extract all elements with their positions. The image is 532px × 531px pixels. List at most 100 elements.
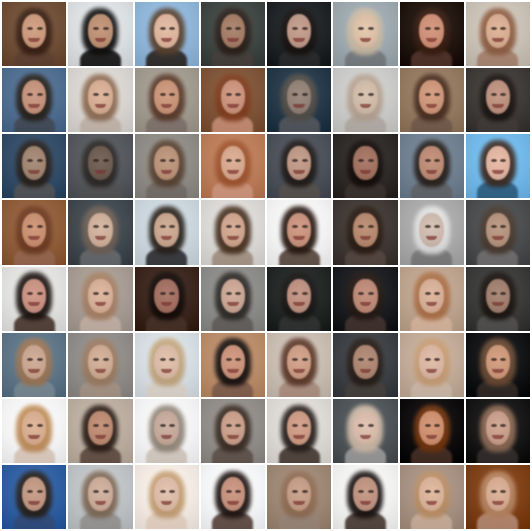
face-tile (68, 68, 133, 133)
mouth (359, 434, 372, 439)
mouth (94, 170, 107, 175)
right-eye (169, 357, 176, 361)
right-eye (235, 93, 242, 97)
face-tile (465, 266, 530, 331)
right-eye (102, 225, 109, 229)
mouth (492, 37, 504, 42)
mouth (94, 104, 107, 109)
left-eye (424, 225, 431, 229)
left-eye (292, 27, 299, 30)
mouth (293, 368, 305, 373)
left-eye (93, 489, 100, 493)
mouth (359, 500, 372, 505)
mouth (160, 104, 173, 109)
face-tile (267, 266, 332, 331)
face (419, 146, 444, 181)
left-eye (159, 93, 166, 97)
left-eye (358, 357, 365, 361)
face (88, 212, 113, 247)
left-eye (292, 489, 299, 493)
right-eye (500, 423, 507, 427)
right-eye (36, 225, 43, 229)
face (88, 278, 113, 313)
right-eye (36, 423, 43, 427)
right-eye (235, 27, 242, 30)
mouth (160, 170, 173, 175)
left-eye (292, 93, 299, 97)
face (88, 14, 113, 49)
face-tile (333, 200, 398, 265)
face (88, 477, 113, 512)
left-eye (159, 423, 166, 427)
mouth (293, 236, 305, 241)
mouth (425, 170, 438, 175)
left-eye (424, 159, 431, 163)
right-eye (367, 357, 374, 361)
face-tile (267, 464, 332, 529)
face-tile (68, 266, 133, 331)
mouth (425, 500, 438, 505)
face (21, 80, 47, 115)
right-eye (169, 423, 176, 427)
face (154, 146, 179, 181)
left-eye (93, 93, 100, 97)
left-eye (159, 27, 166, 30)
face (485, 344, 511, 379)
face-tile (399, 398, 464, 463)
left-eye (27, 159, 34, 163)
mouth (160, 236, 173, 241)
face-tile (2, 332, 67, 397)
face-tile (465, 200, 530, 265)
right-eye (434, 225, 441, 229)
face (21, 477, 47, 512)
mouth (425, 368, 438, 373)
right-eye (301, 291, 308, 295)
right-eye (235, 291, 242, 295)
right-eye (235, 357, 242, 361)
face-tile (134, 68, 199, 133)
face (21, 146, 47, 181)
face (88, 410, 113, 445)
face (419, 278, 444, 313)
face-tile (2, 2, 67, 67)
face (21, 278, 47, 313)
right-eye (36, 93, 43, 97)
mouth (293, 302, 305, 307)
left-eye (424, 357, 431, 361)
right-eye (301, 159, 308, 163)
face (353, 344, 378, 379)
right-eye (500, 489, 507, 493)
right-eye (235, 423, 242, 427)
face-tile (465, 2, 530, 67)
mouth (359, 302, 372, 307)
mouth (425, 434, 438, 439)
mouth (492, 434, 504, 439)
mouth (492, 368, 504, 373)
left-eye (159, 291, 166, 295)
left-eye (27, 225, 34, 229)
left-eye (159, 489, 166, 493)
right-eye (169, 93, 176, 97)
right-eye (434, 357, 441, 361)
face-tile (2, 68, 67, 133)
face-tile (333, 464, 398, 529)
face-tile (2, 200, 67, 265)
right-eye (434, 159, 441, 163)
left-eye (159, 159, 166, 163)
face-tile (267, 68, 332, 133)
face (485, 212, 511, 247)
left-eye (93, 423, 100, 427)
face-tile (134, 134, 199, 199)
right-eye (36, 291, 43, 295)
right-eye (301, 423, 308, 427)
mouth (293, 104, 305, 109)
face (21, 212, 47, 247)
left-eye (292, 423, 299, 427)
left-eye (424, 489, 431, 493)
mouth (28, 500, 40, 505)
face-tile (2, 266, 67, 331)
face-tile (134, 266, 199, 331)
mouth (160, 500, 173, 505)
left-eye (93, 291, 100, 295)
mouth (94, 500, 107, 505)
